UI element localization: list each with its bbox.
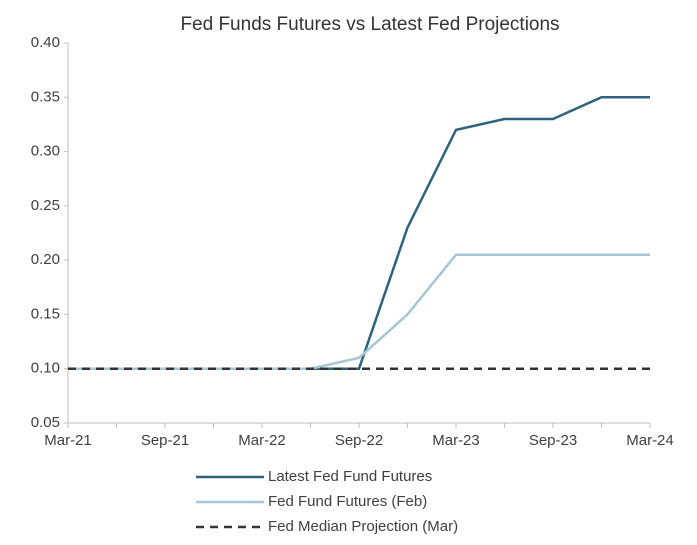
y-tick-label: 0.40 [31,34,60,51]
y-tick-label: 0.35 [31,88,60,105]
legend-label: Fed Median Projection (Mar) [268,518,458,535]
legend-label: Latest Fed Fund Futures [268,468,432,485]
series-line [68,253,650,370]
x-tick-label: Sep-21 [141,432,189,449]
y-tick-label: 0.05 [31,414,60,431]
chart-title: Fed Funds Futures vs Latest Fed Projecti… [180,14,559,35]
y-tick-label: 0.25 [31,197,60,214]
y-tick-label: 0.15 [31,305,60,322]
series-line [68,96,650,370]
legend-label: Fed Fund Futures (Feb) [268,493,427,510]
x-tick-label: Mar-24 [626,432,674,449]
y-tick-label: 0.20 [31,251,60,268]
y-tick-label: 0.10 [31,360,60,377]
x-tick-label: Mar-22 [238,432,286,449]
x-tick-label: Sep-23 [529,432,577,449]
y-tick-label: 0.30 [31,143,60,160]
x-tick-label: Mar-21 [44,432,92,449]
x-tick-label: Sep-22 [335,432,383,449]
x-tick-label: Mar-23 [432,432,480,449]
